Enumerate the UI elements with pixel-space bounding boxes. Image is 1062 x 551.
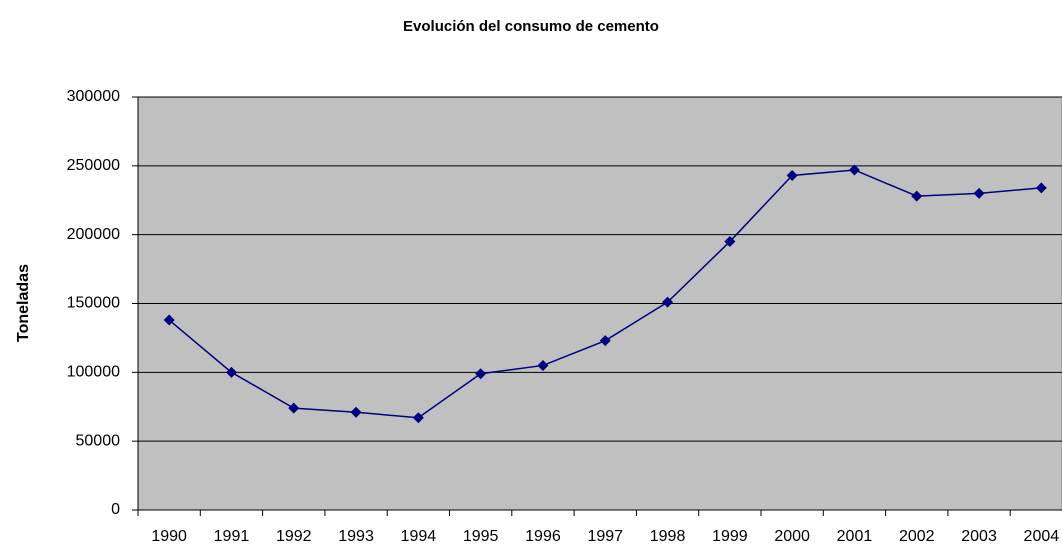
x-tick-label: 1995 (463, 528, 499, 545)
x-tick-label: 2004 (1024, 528, 1060, 545)
y-tick-label: 300000 (67, 88, 120, 105)
y-tick-label: 0 (111, 501, 120, 518)
x-tick-label: 2003 (961, 528, 997, 545)
point (412, 412, 424, 424)
point (537, 359, 549, 371)
x-tick-label: 1993 (338, 528, 374, 545)
point (225, 366, 237, 378)
point (475, 368, 487, 380)
x-tick-label: 2002 (899, 528, 935, 545)
point (848, 164, 860, 176)
y-tick-label: 200000 (67, 226, 120, 243)
x-tick-label: 1997 (587, 528, 623, 545)
x-tick-label: 1994 (401, 528, 437, 545)
x-tick-label: 2000 (774, 528, 810, 545)
x-tick-label: 1991 (214, 528, 250, 545)
y-tick-label: 150000 (67, 295, 120, 312)
x-tick-label: 1996 (525, 528, 561, 545)
y-tick-label: 250000 (67, 157, 120, 174)
x-tick-label: 1992 (276, 528, 312, 545)
chart-title: Evolución del consumo de cemento (403, 18, 659, 35)
x-tick-label: 1990 (151, 528, 187, 545)
point (288, 402, 300, 414)
point (350, 406, 362, 418)
x-tick-label: 1998 (650, 528, 686, 545)
y-axis-label: Toneladas (15, 264, 32, 342)
point (786, 169, 798, 181)
y-tick-label: 100000 (67, 364, 120, 381)
point (163, 314, 175, 326)
point (662, 296, 674, 308)
x-tick-label: 1999 (712, 528, 748, 545)
point (911, 190, 923, 202)
point (1035, 182, 1047, 194)
y-tick-label: 50000 (76, 432, 121, 449)
x-tick-label: 2001 (837, 528, 873, 545)
point (724, 236, 736, 248)
point (599, 335, 611, 347)
point (973, 187, 985, 199)
